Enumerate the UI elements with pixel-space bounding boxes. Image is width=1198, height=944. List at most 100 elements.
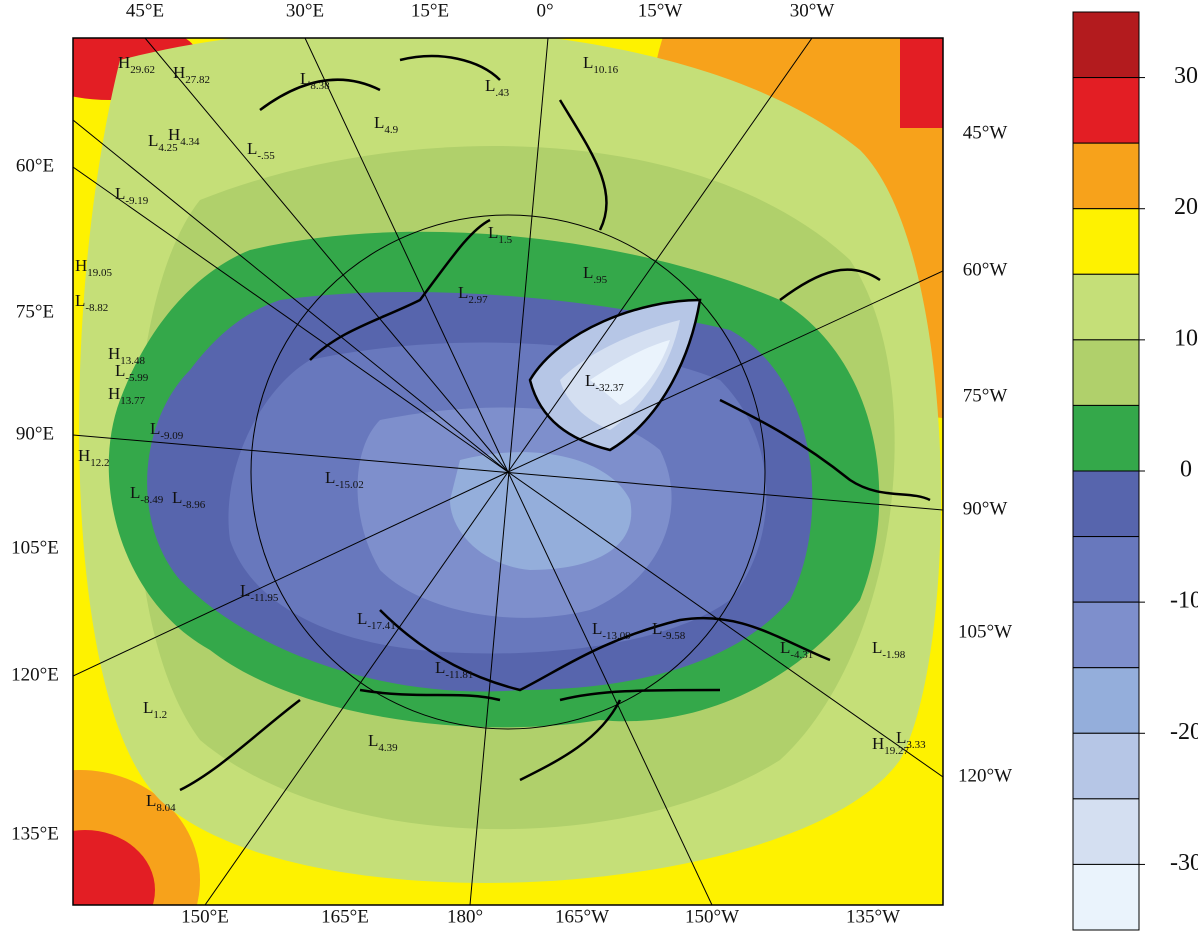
coordinate-label: 120°W	[958, 765, 1012, 786]
center-value: 8.04	[156, 802, 176, 814]
center-letter: H	[78, 446, 90, 465]
pressure-center: L-8.82	[75, 291, 108, 314]
center-value: 1.2	[153, 709, 167, 721]
center-value: 19.27	[884, 745, 909, 757]
center-letter: L	[146, 791, 156, 810]
center-value: 27.82	[185, 74, 210, 86]
center-letter: L	[780, 638, 790, 657]
center-letter: L	[240, 581, 250, 600]
pressure-center: L-13.09	[592, 619, 631, 642]
coordinate-label: 45°W	[963, 122, 1008, 143]
coordinate-label: 15°W	[638, 0, 683, 21]
colorbar-tick-label: 20	[1174, 194, 1198, 220]
coordinate-label: 135°E	[11, 823, 59, 844]
coordinate-label: 120°E	[11, 664, 59, 685]
coordinate-label: 105°W	[958, 621, 1012, 642]
center-letter: L	[488, 223, 498, 242]
coordinate-label: 0°	[536, 0, 553, 21]
colorbar-band	[1072, 339, 1140, 406]
colorbar-band	[1072, 470, 1140, 538]
center-letter: L	[148, 131, 158, 150]
pressure-center: H13.48	[108, 344, 146, 367]
center-letter: L	[130, 483, 140, 502]
colorbar-band	[1072, 667, 1140, 734]
pressure-center: L-9.19	[115, 184, 149, 207]
map-frame	[72, 37, 944, 906]
center-letter: L	[143, 698, 153, 717]
pressure-center: L-8.49	[130, 483, 164, 506]
colorbar-band	[1072, 273, 1140, 341]
pressure-center: L-17.41	[357, 609, 396, 632]
pressure-center: L8.04	[146, 791, 176, 814]
center-letter: H	[108, 384, 120, 403]
colorbar-band	[1072, 142, 1140, 210]
center-letter: H	[108, 344, 120, 363]
center-letter: L	[583, 263, 593, 282]
center-value: 2.97	[468, 294, 488, 306]
coordinate-label: 90°E	[16, 423, 54, 444]
center-letter: L	[583, 53, 593, 72]
center-value: 12.2	[90, 457, 109, 469]
colorbar-tick-label: 10	[1174, 325, 1198, 351]
pressure-center: H29.62	[118, 53, 155, 76]
center-letter: L	[368, 731, 378, 750]
center-value: -13.09	[602, 630, 631, 642]
center-value: -8.82	[85, 302, 108, 314]
colorbar-tick-label: 30	[1174, 63, 1198, 89]
center-value: 19.05	[87, 267, 112, 279]
pressure-center: L-11.81	[435, 658, 473, 681]
center-value: .43	[495, 87, 509, 99]
center-value: 3.33	[906, 739, 926, 751]
pressure-center: L-8.96	[172, 488, 206, 511]
center-letter: L	[357, 609, 367, 628]
pressure-center: L-1.98	[872, 638, 906, 661]
center-value: -9.09	[160, 430, 183, 442]
coordinate-label: 150°W	[685, 906, 739, 927]
coordinate-label: 180°	[447, 906, 483, 927]
coordinate-label: 60°W	[963, 259, 1008, 280]
pressure-center: L-9.58	[652, 619, 686, 642]
center-letter: L	[300, 69, 310, 88]
pressure-center: L-4.31	[780, 638, 813, 661]
coordinate-label: 45°E	[126, 0, 164, 21]
pressure-center: L4.39	[368, 731, 398, 754]
coordinate-label: 75°E	[16, 301, 54, 322]
center-letter: H	[173, 63, 185, 82]
pressure-center: L4.25	[148, 131, 178, 154]
center-value: -1.98	[882, 649, 905, 661]
center-value: 13.48	[120, 355, 145, 367]
pressure-center: L10.16	[583, 53, 619, 76]
coordinate-label: 150°E	[181, 906, 229, 927]
colorbar-band	[1072, 536, 1140, 603]
center-letter: L	[585, 371, 595, 390]
center-letter: L	[485, 76, 495, 95]
center-letter: L	[374, 113, 384, 132]
colorbar-band	[1072, 404, 1140, 472]
colorbar-tick-label: -30	[1170, 850, 1198, 876]
center-letter: L	[458, 283, 468, 302]
center-letter: L	[75, 291, 85, 310]
center-letter: L	[896, 728, 906, 747]
colorbar-tick-label: 0	[1180, 457, 1192, 483]
center-letter: L	[325, 468, 335, 487]
center-value: -32.37	[595, 382, 624, 394]
pressure-center: L-5.99	[115, 361, 149, 384]
center-letter: H	[75, 256, 87, 275]
pressure-center: L4.9	[374, 113, 399, 136]
center-value: .95	[593, 274, 607, 286]
coordinate-label: 105°E	[11, 537, 59, 558]
center-value: -5.99	[125, 372, 148, 384]
center-value: 4.39	[378, 742, 398, 754]
center-value: -15.02	[335, 479, 363, 491]
center-value: 29.62	[130, 64, 155, 76]
center-value: -17.41	[367, 620, 395, 632]
center-letter: H	[872, 734, 884, 753]
coordinate-label: 165°E	[321, 906, 369, 927]
colorbar-tick-label: -10	[1170, 588, 1198, 614]
center-value: -.55	[257, 150, 275, 162]
center-letter: L	[115, 361, 125, 380]
pressure-center: L.43	[485, 76, 510, 99]
center-value: -9.58	[662, 630, 685, 642]
center-letter: L	[150, 419, 160, 438]
